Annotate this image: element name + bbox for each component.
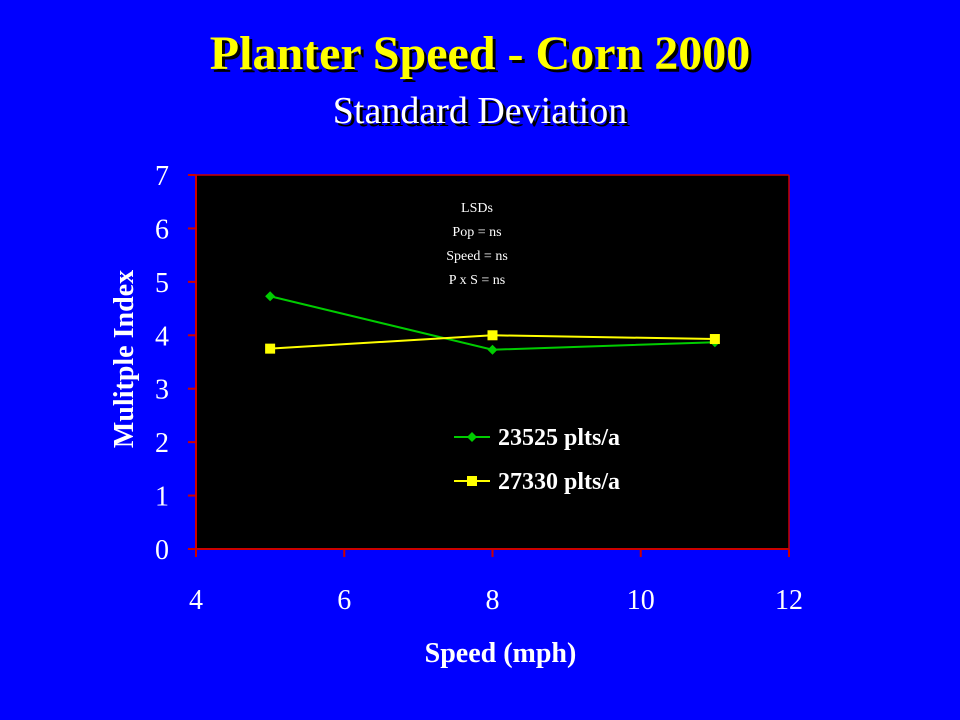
data-point-diamond xyxy=(487,344,498,355)
slide-subtitle: Standard Deviation xyxy=(332,90,628,132)
x-tick-label: 4 xyxy=(189,585,203,616)
slide-title: Planter Speed - Corn 2000 xyxy=(209,27,751,80)
y-tick-label: 5 xyxy=(155,268,169,299)
legend-label: 23525 plts/a xyxy=(498,425,620,451)
y-tick-label: 1 xyxy=(155,482,169,513)
data-point-square xyxy=(709,334,720,345)
x-axis-title: Speed (mph) xyxy=(425,638,577,669)
data-point-square xyxy=(265,343,276,354)
x-tick-label: 8 xyxy=(486,585,500,616)
x-tick-label: 10 xyxy=(627,585,655,616)
y-tick-label: 6 xyxy=(155,214,169,245)
y-axis-title: Mulitple Index xyxy=(109,270,140,448)
lsd-annotation-line: LSDs xyxy=(461,201,493,216)
legend-marker-square xyxy=(467,476,477,486)
x-tick-label: 12 xyxy=(775,585,803,616)
data-point-diamond xyxy=(265,291,276,302)
y-tick-label: 4 xyxy=(155,321,169,352)
y-tick-label: 2 xyxy=(155,428,169,459)
y-tick-label: 3 xyxy=(155,375,169,406)
data-point-square xyxy=(487,330,498,341)
y-tick-label: 0 xyxy=(155,535,169,566)
plot-area xyxy=(196,175,789,549)
lsd-annotation-line: P x S = ns xyxy=(449,273,505,288)
lsd-annotation-line: Speed = ns xyxy=(446,249,508,264)
legend-label: 27330 plts/a xyxy=(498,469,620,495)
y-tick-label: 7 xyxy=(155,161,169,192)
legend-marker-diamond xyxy=(467,432,477,442)
x-tick-label: 6 xyxy=(337,585,351,616)
lsd-annotation-line: Pop = ns xyxy=(452,225,501,240)
